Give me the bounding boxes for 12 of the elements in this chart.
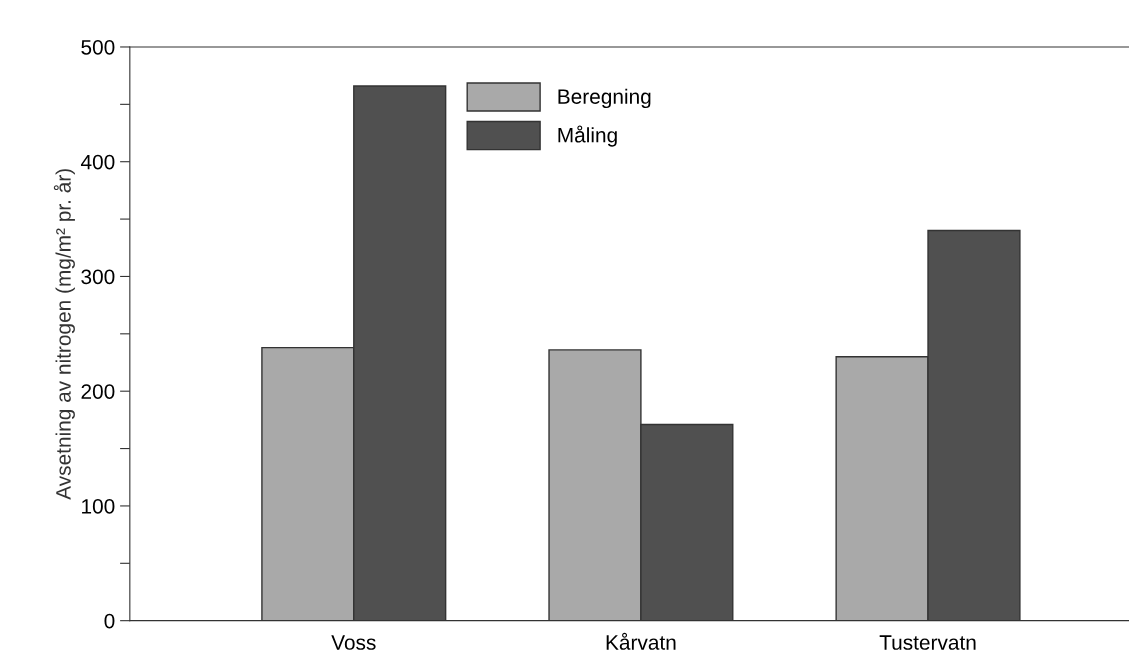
y-tick-label: 400 [80,154,115,170]
y-axis-title: Avsetning av nitrogen (mg/m² pr. år) [53,169,75,500]
y-tick-label: 500 [81,39,115,55]
x-tick-label: Tustervatn [879,635,976,650]
y-tick-label: 0 [104,613,115,629]
y-tick-label: 200 [81,384,115,399]
legend-label: Måling [558,125,617,147]
x-tick-label: Voss [331,635,376,650]
legend-label: Beregning [558,88,651,109]
y-tick-label: 300 [81,269,115,285]
x-tick-label: Kårvatn [606,632,676,650]
y-tick-label: 100 [82,498,115,514]
